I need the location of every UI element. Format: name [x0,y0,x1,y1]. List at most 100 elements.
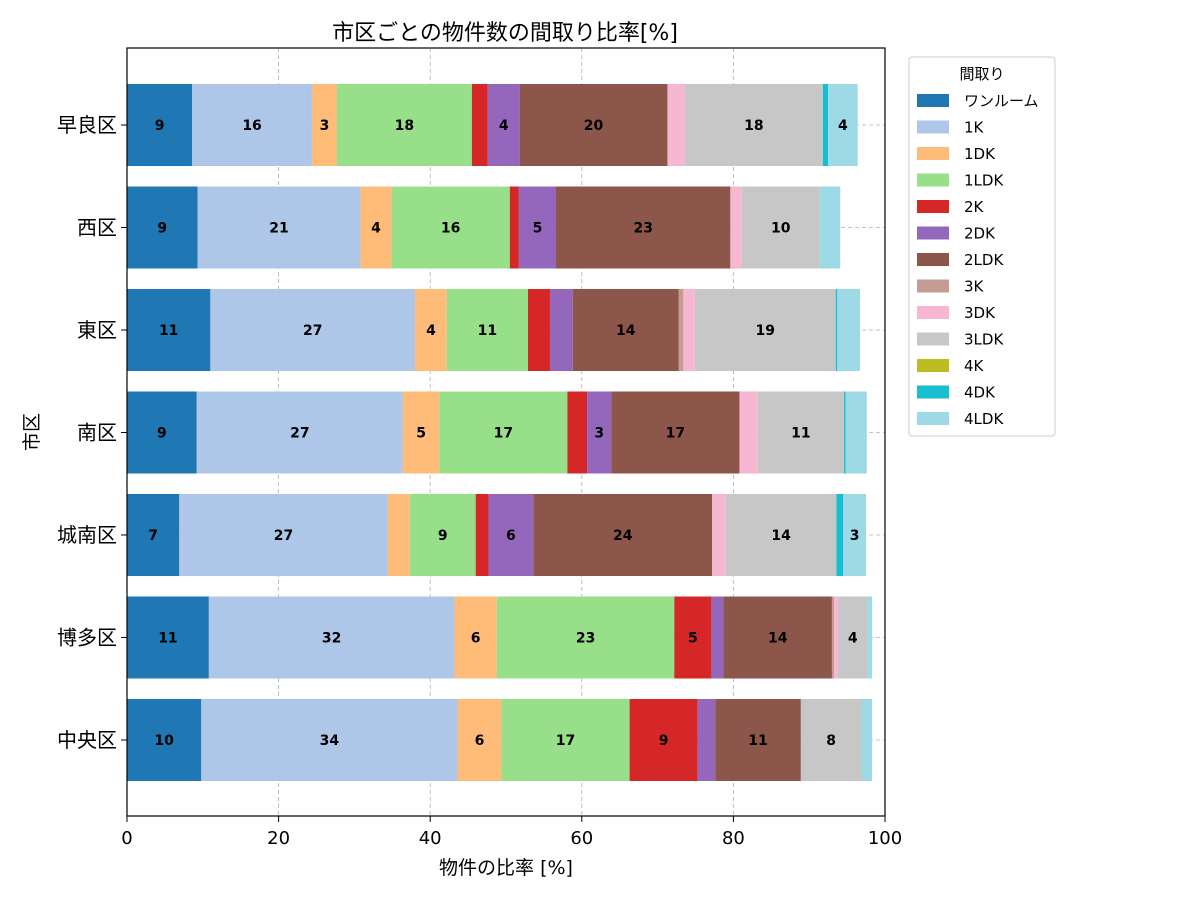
bar-segment [127,596,209,679]
bar-segment [684,84,823,166]
x-axis-label: 物件の比率 [%] [439,857,573,879]
bar-segment [527,289,550,371]
bar-segment [711,596,724,679]
bar-segment [127,699,202,781]
bar-segment [861,699,873,781]
bar-segment [845,391,867,474]
legend-swatch [917,120,949,134]
data-label: 11 [159,323,178,339]
bar-segment [828,84,858,166]
legend-label: 1DK [964,145,996,163]
data-label: 18 [744,118,763,134]
data-label: 32 [322,631,341,647]
bar-segment [488,494,534,576]
y-tick-label: 西区 [77,216,117,240]
legend-swatch [917,147,949,160]
bar-segment [360,186,392,269]
data-label: 19 [755,323,774,339]
data-label: 9 [157,426,167,442]
data-label: 4 [838,118,848,134]
legend-swatch [917,173,949,187]
bar-segment [192,84,312,166]
data-label: 14 [616,323,636,339]
data-label: 4 [371,221,381,237]
x-tick-label: 40 [419,828,442,849]
data-label: 11 [748,733,767,749]
bar-segment [844,391,846,474]
legend-label: ワンルーム [964,92,1039,110]
x-tick-label: 100 [868,828,902,849]
bar-segment [629,699,698,781]
bar-segment [127,391,197,474]
data-label: 20 [584,118,604,134]
data-label: 4 [848,631,858,647]
bar-segment [311,84,337,166]
bar-segment [475,494,489,576]
bar-segment [201,699,458,781]
legend-swatch [917,359,949,372]
legend-label: 3K [964,278,985,296]
bar-segment [587,391,612,474]
bar-segment [197,186,361,269]
legend-label: 4LDK [964,410,1004,428]
legend-label: 2DK [964,225,996,243]
x-tick-label: 60 [570,828,593,849]
data-label: 14 [771,528,791,544]
data-label: 27 [274,528,293,544]
legend-label: 2K [964,198,985,216]
data-label: 21 [269,221,288,237]
bar-segment [741,186,820,269]
bar-segment [487,84,520,166]
legend-label: 4K [964,357,985,375]
legend-label: 1LDK [964,172,1004,190]
bar-segment [843,494,867,576]
legend-label: 1K [964,119,985,137]
legend-label: 4DK [964,384,996,402]
bar-segment [387,494,410,576]
data-label: 9 [157,221,167,237]
data-label: 11 [791,426,810,442]
data-label: 3 [850,528,860,544]
bar-segment [336,84,472,166]
bar-segment [725,494,837,576]
data-label: 4 [426,323,436,339]
bar-segment [694,289,836,371]
data-label: 17 [494,426,513,442]
legend-swatch [917,253,949,266]
bar-segment [391,186,510,269]
bar-segment [402,391,440,474]
data-label: 6 [471,631,481,647]
y-tick-label: 城南区 [57,523,117,547]
data-label: 7 [148,528,158,544]
legend-swatch [917,226,949,240]
y-tick-label: 中央区 [57,728,117,752]
data-label: 5 [688,631,698,647]
legend-swatch [917,200,949,213]
bar-segment [471,84,488,166]
x-tick-label: 20 [267,828,290,849]
y-tick-label: 東区 [77,318,117,342]
legend-swatch [917,279,949,293]
legend-title: 間取り [959,65,1004,83]
legend: 間取り ワンルーム 1K 1DK 1LDK 2K 2DK 2LDK 3K 3DK 3LDK 4K 4D… [908,56,1056,437]
bar-segment [446,289,528,371]
data-label: 6 [475,733,485,749]
bar-segment [572,289,679,371]
bar-segment [836,494,844,576]
legend-swatch [917,332,949,346]
bar-segment [518,186,557,269]
data-labels: 9 16 3 18 4 20 18 4 9 21 4 16 5 23 10 11 27 4 11 14 19 9 27 5 17… [148,118,859,749]
bar-segment [415,289,447,371]
data-label: 11 [158,631,177,647]
data-label: 3 [594,426,604,442]
bar-segment [822,84,829,166]
bar-segment [454,596,497,679]
bar-segment [409,494,476,576]
legend-swatch [917,94,949,107]
bar-segment [127,186,198,269]
bar-segment [179,494,388,576]
bar-segment [127,494,180,576]
data-label: 27 [290,426,309,442]
data-label: 3 [320,118,330,134]
